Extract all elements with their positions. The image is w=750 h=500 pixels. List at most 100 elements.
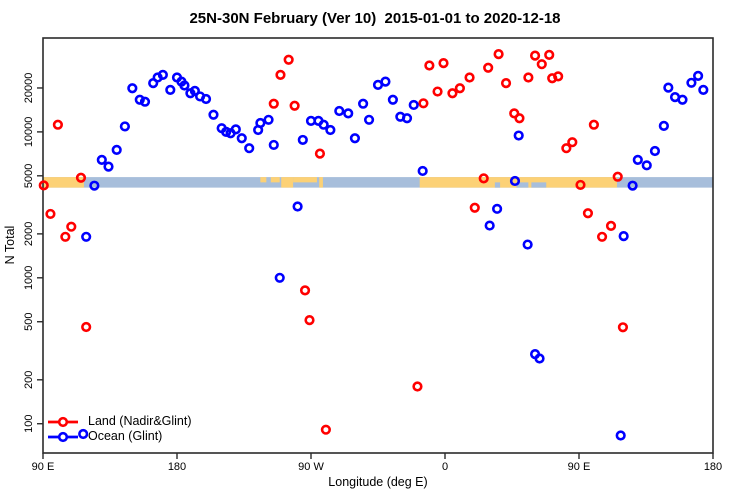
data-point-ocean xyxy=(111,144,122,155)
data-point-land xyxy=(424,60,435,71)
data-point-ocean xyxy=(658,120,669,131)
data-point-land xyxy=(432,86,443,97)
data-point-land xyxy=(447,88,458,99)
data-point-ocean xyxy=(297,134,308,146)
data-point-ocean xyxy=(627,180,638,191)
data-point-land xyxy=(536,59,547,70)
data-point-ocean xyxy=(618,231,629,242)
data-point-ocean xyxy=(325,124,336,136)
data-point-land xyxy=(561,143,572,154)
data-point-land xyxy=(617,322,629,333)
data-point-ocean xyxy=(513,130,524,141)
data-point-land xyxy=(596,231,608,242)
map-band-ocean xyxy=(494,182,501,188)
data-point-ocean xyxy=(236,133,247,144)
data-point-ocean xyxy=(179,80,190,91)
data-point-ocean xyxy=(189,85,200,96)
y-tick-label: 500 xyxy=(23,313,35,331)
data-point-ocean xyxy=(509,175,521,187)
data-point-ocean xyxy=(363,114,375,125)
data-point-ocean xyxy=(632,154,643,165)
data-point-ocean xyxy=(334,105,345,117)
data-point-ocean xyxy=(103,161,114,172)
legend-label-ocean: Ocean (Glint) xyxy=(88,429,163,443)
data-point-land xyxy=(500,77,512,89)
data-point-land xyxy=(588,119,599,130)
data-point-land xyxy=(289,100,300,111)
x-axis-label: Longitude (deg E) xyxy=(328,475,428,489)
data-point-ocean xyxy=(522,239,533,250)
data-point-ocean xyxy=(349,133,361,144)
legend-item-land: Land (Nadir&Glint) xyxy=(46,414,192,429)
data-point-land xyxy=(509,108,520,119)
data-point-ocean xyxy=(343,108,354,119)
y-tick-label: 20000 xyxy=(23,73,35,104)
data-point-land xyxy=(514,113,525,124)
data-point-land xyxy=(478,173,489,184)
data-point-land xyxy=(438,58,449,69)
y-tick-label: 1000 xyxy=(23,266,35,290)
data-point-land xyxy=(553,71,564,82)
data-point-ocean xyxy=(492,203,503,214)
data-point-ocean xyxy=(686,77,697,88)
data-point-ocean xyxy=(292,201,303,212)
legend-label-land: Land (Nadir&Glint) xyxy=(88,414,192,428)
data-point-ocean xyxy=(230,124,241,135)
data-point-ocean xyxy=(380,76,391,87)
x-tick-label: 90 E xyxy=(568,461,591,473)
data-point-land xyxy=(418,98,429,109)
data-point-land xyxy=(493,49,504,60)
data-point-ocean xyxy=(417,165,428,177)
data-point-land xyxy=(320,424,331,435)
data-point-land xyxy=(575,179,586,191)
data-point-land xyxy=(52,119,63,130)
data-point-land xyxy=(469,202,480,213)
data-point-land xyxy=(612,171,623,182)
data-point-land xyxy=(75,172,87,183)
data-point-ocean xyxy=(358,98,369,109)
data-point-land xyxy=(605,220,617,231)
data-point-ocean xyxy=(649,145,661,157)
data-point-ocean xyxy=(134,94,145,105)
data-point-land xyxy=(60,231,71,242)
legend-marker-land-icon xyxy=(48,416,78,427)
data-point-land xyxy=(66,221,77,232)
y-axis-label: N Total xyxy=(3,225,17,265)
x-tick-label: 0 xyxy=(442,461,448,473)
data-point-land xyxy=(523,72,534,83)
data-point-land xyxy=(582,208,594,219)
data-point-land xyxy=(529,50,541,61)
map-band-land xyxy=(260,177,267,183)
data-point-ocean xyxy=(244,143,255,154)
map-band-land xyxy=(293,177,317,183)
data-point-land xyxy=(567,137,578,148)
data-point-land xyxy=(299,285,311,296)
data-point-ocean xyxy=(677,94,688,105)
data-point-land xyxy=(81,321,92,333)
data-point-ocean xyxy=(119,121,130,132)
data-point-ocean xyxy=(200,93,212,105)
legend-marker-ocean-icon xyxy=(48,431,78,442)
y-tick-label: 5000 xyxy=(23,164,35,188)
x-tick-label: 180 xyxy=(704,461,722,473)
y-tick-label: 2000 xyxy=(23,222,35,246)
x-tick-label: 90 W xyxy=(298,461,324,473)
data-point-ocean xyxy=(698,84,709,95)
data-point-ocean xyxy=(127,83,138,94)
data-point-ocean xyxy=(534,353,545,364)
x-tick-label: 90 E xyxy=(32,461,55,473)
data-point-ocean xyxy=(139,96,151,107)
legend: Land (Nadir&Glint) Ocean (Glint) xyxy=(46,414,192,444)
data-point-land xyxy=(268,98,279,109)
map-band-land xyxy=(43,177,84,188)
data-point-land xyxy=(314,148,326,159)
data-point-land xyxy=(483,62,494,73)
data-point-ocean xyxy=(641,160,652,171)
map-band-ocean xyxy=(43,177,713,188)
data-point-ocean xyxy=(89,180,100,191)
data-point-ocean xyxy=(401,113,413,124)
data-point-ocean xyxy=(268,139,279,151)
data-point-ocean xyxy=(387,94,398,105)
data-point-ocean xyxy=(663,82,674,93)
